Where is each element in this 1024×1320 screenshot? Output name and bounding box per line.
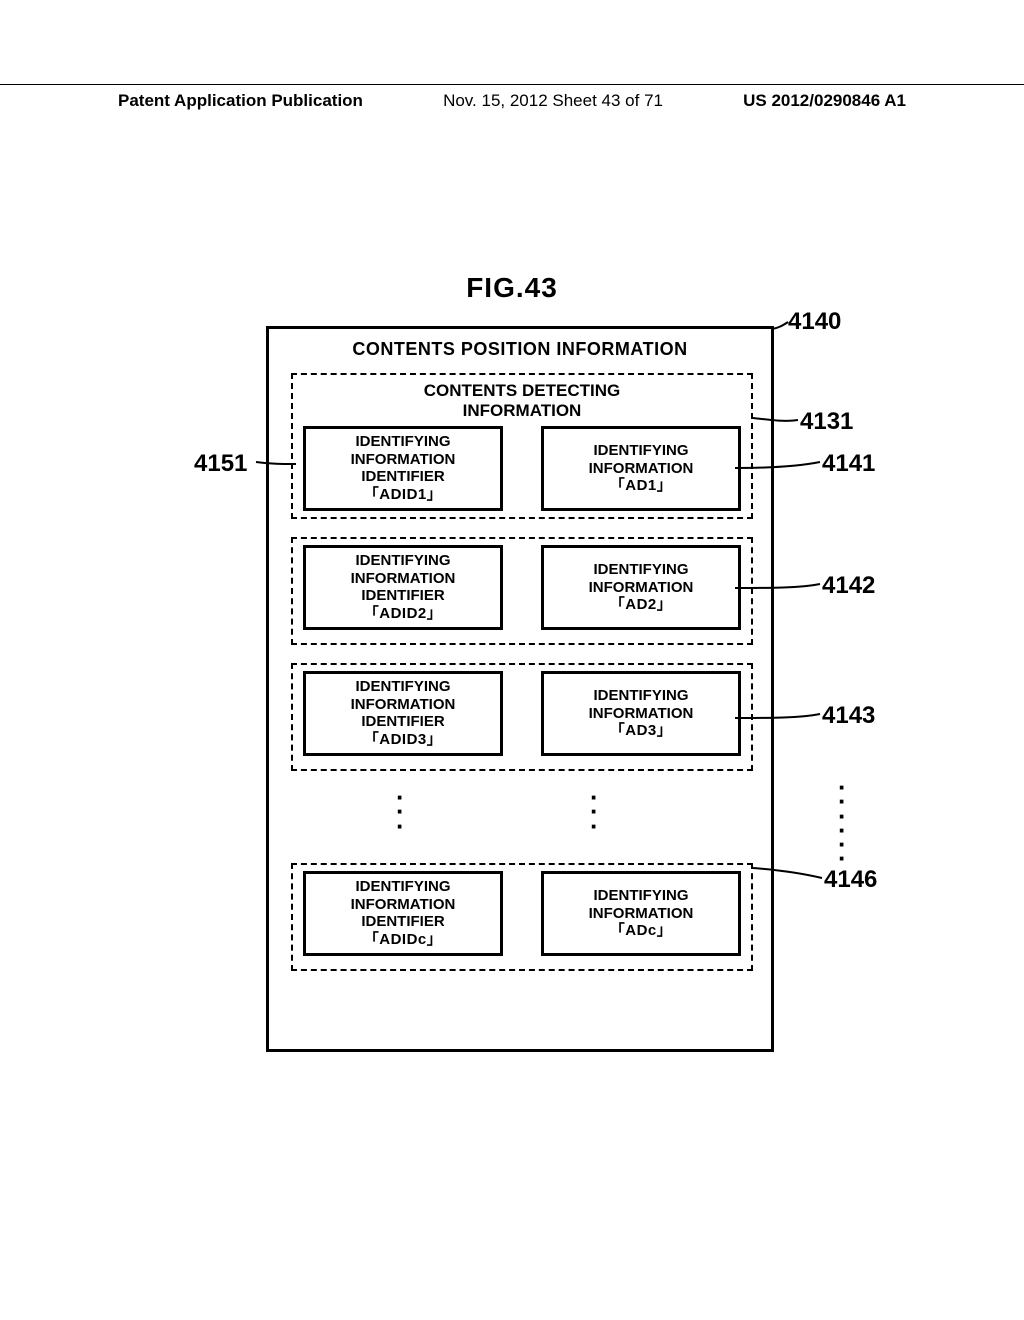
id-val: 「ADID2」	[312, 605, 494, 623]
id-l1: IDENTIFYING	[312, 678, 494, 696]
info-box-ad3: IDENTIFYING INFORMATION 「AD3」	[541, 671, 741, 756]
detecting-info-group-c: IDENTIFYING INFORMATION IDENTIFIER 「ADID…	[291, 863, 753, 971]
info-val: 「AD1」	[550, 477, 732, 495]
info-val: 「ADc」	[550, 922, 732, 940]
id-val: 「ADID3」	[312, 731, 494, 749]
id-l3: IDENTIFIER	[312, 468, 494, 486]
id-l1: IDENTIFYING	[312, 878, 494, 896]
info-box-ad2: IDENTIFYING INFORMATION 「AD2」	[541, 545, 741, 630]
info-l1: IDENTIFYING	[550, 442, 732, 460]
page-header: Patent Application Publication Nov. 15, …	[0, 84, 1024, 111]
ref-4131: 4131	[800, 408, 853, 436]
detecting-info-title: CONTENTS DETECTING INFORMATION	[303, 381, 741, 420]
detecting-info-group-1: CONTENTS DETECTING INFORMATION IDENTIFYI…	[291, 373, 753, 519]
pair-row-2: IDENTIFYING INFORMATION IDENTIFIER 「ADID…	[303, 545, 741, 630]
detecting-info-title-l2: INFORMATION	[463, 401, 582, 420]
pair-row-3: IDENTIFYING INFORMATION IDENTIFIER 「ADID…	[303, 671, 741, 756]
pair-row-1: IDENTIFYING INFORMATION IDENTIFIER 「ADID…	[303, 426, 741, 511]
identifier-box-adid3: IDENTIFYING INFORMATION IDENTIFIER 「ADID…	[303, 671, 503, 756]
ref-4140: 4140	[788, 308, 841, 336]
ref-4146: 4146	[824, 866, 877, 894]
id-l3: IDENTIFIER	[312, 913, 494, 931]
id-l2: INFORMATION	[312, 570, 494, 588]
info-l2: INFORMATION	[550, 705, 732, 723]
ref-4141: 4141	[822, 450, 875, 478]
detecting-info-group-3: IDENTIFYING INFORMATION IDENTIFIER 「ADID…	[291, 663, 753, 771]
info-l2: INFORMATION	[550, 579, 732, 597]
header-right: US 2012/0290846 A1	[743, 91, 1024, 111]
info-l2: INFORMATION	[550, 905, 732, 923]
contents-position-info-box: CONTENTS POSITION INFORMATION CONTENTS D…	[266, 326, 774, 1052]
ref-4143: 4143	[822, 702, 875, 730]
detecting-info-group-2: IDENTIFYING INFORMATION IDENTIFIER 「ADID…	[291, 537, 753, 645]
header-center: Nov. 15, 2012 Sheet 43 of 71	[443, 91, 663, 111]
id-l2: INFORMATION	[312, 696, 494, 714]
id-val: 「ADID1」	[312, 486, 494, 504]
pair-row-c: IDENTIFYING INFORMATION IDENTIFIER 「ADID…	[303, 871, 741, 956]
info-box-adc: IDENTIFYING INFORMATION 「ADc」	[541, 871, 741, 956]
figure-label: FIG.43	[0, 272, 1024, 304]
identifier-box-adid1: IDENTIFYING INFORMATION IDENTIFIER 「ADID…	[303, 426, 503, 511]
info-l2: INFORMATION	[550, 460, 732, 478]
info-val: 「AD3」	[550, 722, 732, 740]
id-l1: IDENTIFYING	[312, 433, 494, 451]
ellipsis-outer: ······	[838, 780, 847, 866]
outer-box-title: CONTENTS POSITION INFORMATION	[269, 339, 771, 360]
ref-4151: 4151	[194, 450, 247, 478]
info-box-ad1: IDENTIFYING INFORMATION 「AD1」	[541, 426, 741, 511]
ref-4142: 4142	[822, 572, 875, 600]
id-val: 「ADIDc」	[312, 931, 494, 949]
identifier-box-adidc: IDENTIFYING INFORMATION IDENTIFIER 「ADID…	[303, 871, 503, 956]
id-l3: IDENTIFIER	[312, 713, 494, 731]
info-l1: IDENTIFYING	[550, 687, 732, 705]
info-val: 「AD2」	[550, 596, 732, 614]
ellipsis-inner-left: ···	[396, 790, 405, 833]
header-left: Patent Application Publication	[0, 91, 363, 111]
id-l1: IDENTIFYING	[312, 552, 494, 570]
ellipsis-inner-right: ···	[590, 790, 599, 833]
info-l1: IDENTIFYING	[550, 887, 732, 905]
id-l2: INFORMATION	[312, 896, 494, 914]
id-l2: INFORMATION	[312, 451, 494, 469]
info-l1: IDENTIFYING	[550, 561, 732, 579]
id-l3: IDENTIFIER	[312, 587, 494, 605]
detecting-info-title-l1: CONTENTS DETECTING	[424, 381, 620, 400]
identifier-box-adid2: IDENTIFYING INFORMATION IDENTIFIER 「ADID…	[303, 545, 503, 630]
